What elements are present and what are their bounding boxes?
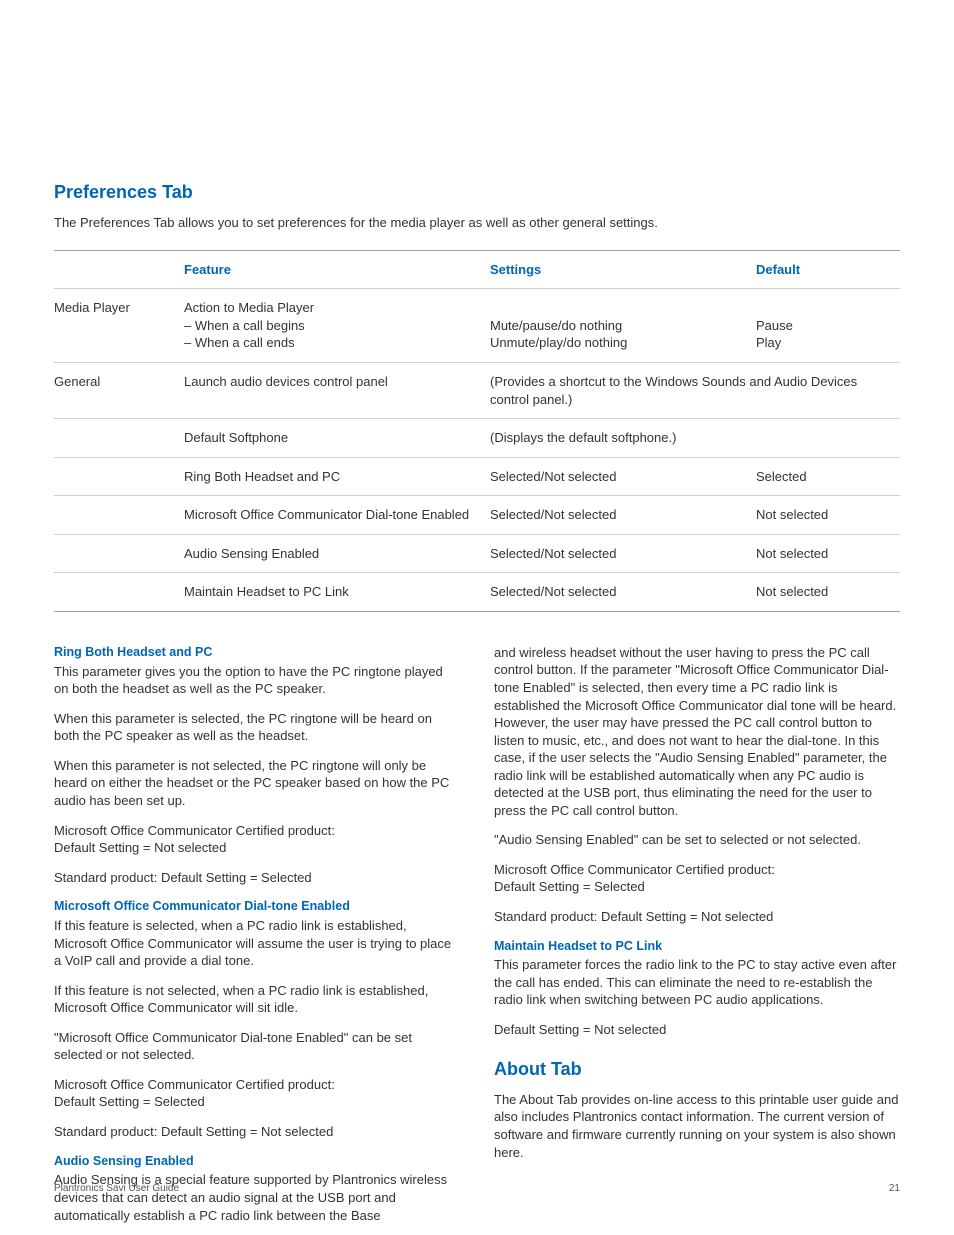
paragraph: and wireless headset without the user ha… (494, 644, 900, 819)
cell-settings: Selected/Not selected (490, 496, 756, 535)
subhead-audio-sensing: Audio Sensing Enabled (54, 1153, 460, 1170)
footer-page-number: 21 (889, 1182, 900, 1196)
paragraph: "Audio Sensing Enabled" can be set to se… (494, 831, 900, 849)
paragraph: When this parameter is selected, the PC … (54, 710, 460, 745)
cell-settings: Selected/Not selected (490, 457, 756, 496)
table-row: Maintain Headset to PC Link Selected/Not… (54, 573, 900, 612)
th-default: Default (756, 250, 900, 289)
right-column: and wireless headset without the user ha… (494, 644, 900, 1224)
cell-settings: Selected/Not selected (490, 534, 756, 573)
subhead-ring-both: Ring Both Headset and PC (54, 644, 460, 661)
paragraph: When this parameter is not selected, the… (54, 757, 460, 810)
cell-feature: Action to Media Player – When a call beg… (184, 289, 490, 363)
paragraph: If this feature is selected, when a PC r… (54, 917, 460, 970)
cell-feature: Ring Both Headset and PC (184, 457, 490, 496)
cell-default: Pause Play (756, 289, 900, 363)
th-category (54, 250, 184, 289)
two-column-body: Ring Both Headset and PC This parameter … (54, 644, 900, 1224)
paragraph: Default Setting = Not selected (494, 1021, 900, 1039)
cell-default: Not selected (756, 534, 900, 573)
paragraph: This parameter gives you the option to h… (54, 663, 460, 698)
paragraph: Standard product: Default Setting = Not … (494, 908, 900, 926)
cell-category: General (54, 363, 184, 419)
preferences-table: Feature Settings Default Media Player Ac… (54, 250, 900, 612)
table-row: Media Player Action to Media Player – Wh… (54, 289, 900, 363)
th-settings: Settings (490, 250, 756, 289)
cell-feature: Default Softphone (184, 419, 490, 458)
th-feature: Feature (184, 250, 490, 289)
paragraph: "Microsoft Office Communicator Dial-tone… (54, 1029, 460, 1064)
cell-category: Media Player (54, 289, 184, 363)
cell-category (54, 534, 184, 573)
cell-category (54, 419, 184, 458)
paragraph: Audio Sensing is a special feature suppo… (54, 1171, 460, 1224)
section-title-about: About Tab (494, 1057, 900, 1081)
subhead-dialtone: Microsoft Office Communicator Dial-tone … (54, 898, 460, 915)
table-row: Audio Sensing Enabled Selected/Not selec… (54, 534, 900, 573)
paragraph: The About Tab provides on-line access to… (494, 1091, 900, 1161)
preferences-tbody: Media Player Action to Media Player – Wh… (54, 289, 900, 611)
cell-feature: Audio Sensing Enabled (184, 534, 490, 573)
paragraph: Standard product: Default Setting = Sele… (54, 869, 460, 887)
footer-title: Plantronics Savi User Guide (54, 1182, 179, 1196)
left-column: Ring Both Headset and PC This parameter … (54, 644, 460, 1224)
paragraph: This parameter forces the radio link to … (494, 956, 900, 1009)
cell-settings: Mute/pause/do nothing Unmute/play/do not… (490, 289, 756, 363)
table-row: General Launch audio devices control pan… (54, 363, 900, 419)
cell-category (54, 457, 184, 496)
cell-feature: Launch audio devices control panel (184, 363, 490, 419)
cell-category (54, 573, 184, 612)
cell-default: Not selected (756, 573, 900, 612)
table-row: Ring Both Headset and PC Selected/Not se… (54, 457, 900, 496)
cell-feature: Microsoft Office Communicator Dial-tone … (184, 496, 490, 535)
subhead-maintain-link: Maintain Headset to PC Link (494, 938, 900, 955)
cell-default: Not selected (756, 496, 900, 535)
table-row: Microsoft Office Communicator Dial-tone … (54, 496, 900, 535)
cell-settings: Selected/Not selected (490, 573, 756, 612)
table-row: Default Softphone (Displays the default … (54, 419, 900, 458)
page-footer: Plantronics Savi User Guide 21 (54, 1182, 900, 1196)
paragraph: Microsoft Office Communicator Certified … (54, 1076, 460, 1111)
paragraph: Standard product: Default Setting = Not … (54, 1123, 460, 1141)
cell-category (54, 496, 184, 535)
paragraph: If this feature is not selected, when a … (54, 982, 460, 1017)
section-intro: The Preferences Tab allows you to set pr… (54, 214, 900, 232)
section-title-preferences: Preferences Tab (54, 180, 900, 204)
cell-default: Selected (756, 457, 900, 496)
paragraph: Microsoft Office Communicator Certified … (494, 861, 900, 896)
cell-settings: (Provides a shortcut to the Windows Soun… (490, 363, 900, 419)
paragraph: Microsoft Office Communicator Certified … (54, 822, 460, 857)
cell-settings: (Displays the default softphone.) (490, 419, 900, 458)
cell-feature: Maintain Headset to PC Link (184, 573, 490, 612)
